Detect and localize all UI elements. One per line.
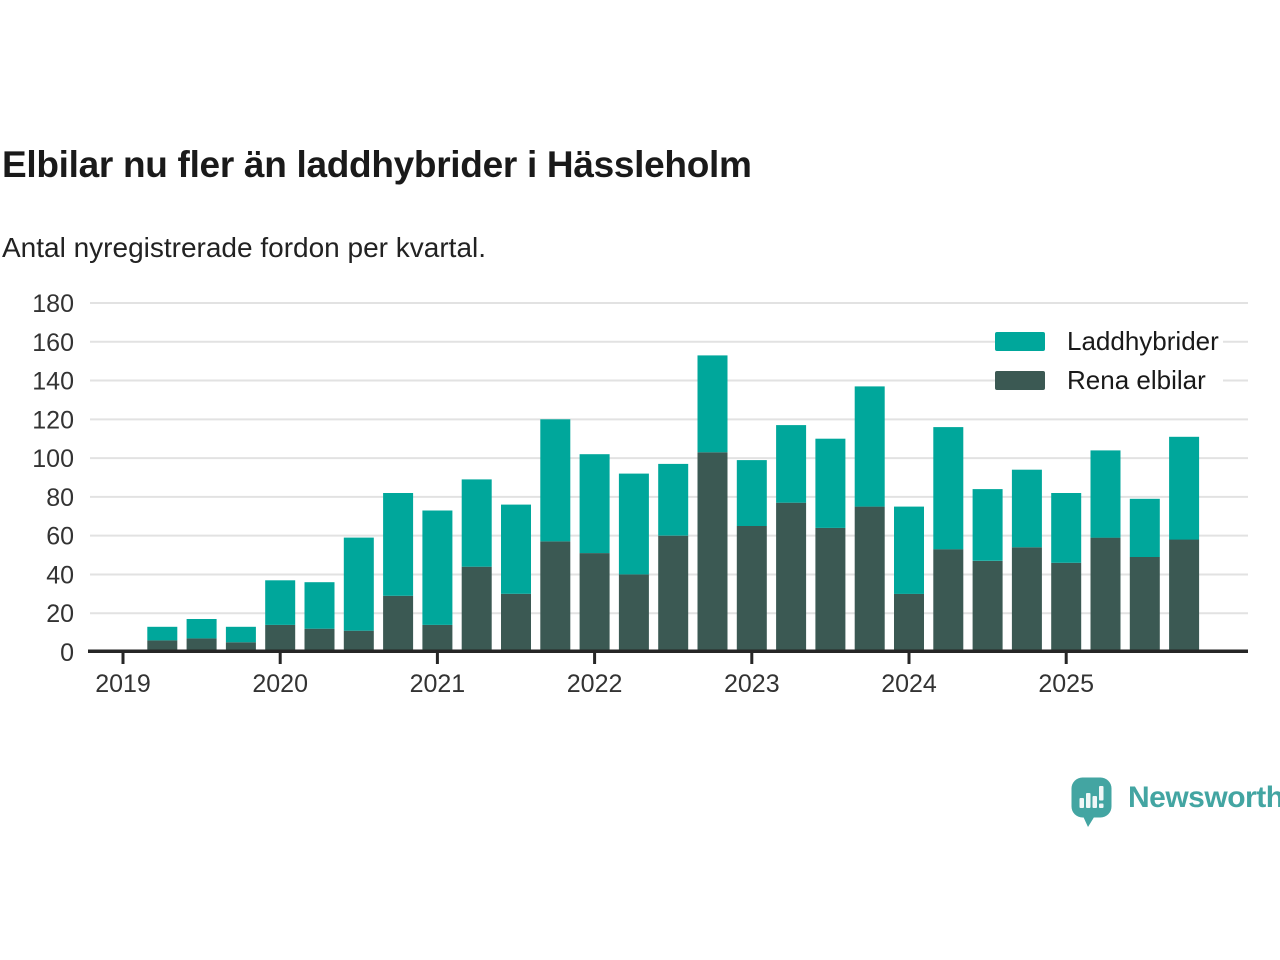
bar-segment-rena-elbilar (579, 553, 610, 652)
page-title: Elbilar nu fler än laddhybrider i Hässle… (2, 144, 752, 185)
bar-segment-rena-elbilar (540, 541, 571, 652)
bar-segment-laddhybrider (225, 626, 256, 643)
bar-segment-laddhybrider (1169, 436, 1200, 540)
chart-legend: Laddhybrider Rena elbilar (995, 326, 1223, 395)
bar-segment-laddhybrider (422, 510, 453, 625)
bar-segment-rena-elbilar (1011, 547, 1042, 652)
bar-segment-rena-elbilar (383, 595, 414, 652)
bar-segment-rena-elbilar (1051, 562, 1082, 652)
x-tick (121, 653, 125, 664)
bar-segment-laddhybrider (1051, 493, 1082, 563)
y-tick-label: 140 (32, 368, 74, 396)
x-tick-label: 2023 (724, 670, 780, 698)
bar-segment-laddhybrider (972, 489, 1003, 561)
bars (147, 355, 1200, 652)
x-tick (750, 653, 754, 664)
bar-segment-laddhybrider (618, 473, 649, 575)
x-tick (1064, 653, 1068, 664)
y-tick-label: 20 (46, 600, 74, 628)
x-tick (435, 653, 439, 664)
bar-segment-laddhybrider (854, 386, 885, 507)
bar-segment-laddhybrider (304, 582, 335, 629)
bar-segment-rena-elbilar (894, 593, 924, 652)
bar-segment-rena-elbilar (304, 628, 335, 652)
y-tick-label: 100 (32, 445, 74, 473)
bar-segment-rena-elbilar (461, 566, 492, 652)
bar-segment-laddhybrider (501, 504, 531, 594)
bar-segment-rena-elbilar (815, 527, 846, 652)
bar-segment-laddhybrider (540, 419, 571, 542)
bar-segment-laddhybrider (579, 454, 610, 554)
bar-segment-laddhybrider (1090, 450, 1121, 538)
bar-segment-laddhybrider (186, 619, 217, 639)
bar-segment-laddhybrider (1129, 498, 1160, 557)
y-tick-label: 80 (46, 484, 74, 512)
newsworthy-logo-icon (1071, 777, 1112, 827)
y-tick-label: 180 (32, 290, 74, 318)
bar-segment-rena-elbilar (933, 549, 964, 652)
legend-label-laddhybrider: Laddhybrider (1067, 326, 1219, 356)
x-tick (278, 653, 282, 664)
bar-segment-rena-elbilar (343, 630, 374, 652)
x-tick-label: 2022 (567, 670, 623, 698)
bar-segment-laddhybrider (697, 355, 728, 453)
bar-segment-rena-elbilar (658, 535, 689, 652)
x-tick-label: 2021 (410, 670, 466, 698)
bar-segment-laddhybrider (461, 479, 492, 567)
bar-segment-laddhybrider (736, 460, 767, 526)
x-tick-label: 2024 (881, 670, 937, 698)
bar-segment-rena-elbilar (225, 642, 256, 652)
bar-segment-laddhybrider (383, 493, 414, 596)
x-axis: 2019 2020 2021 2022 2023 2024 2025 (95, 653, 1094, 698)
legend-label-rena-elbilar: Rena elbilar (1067, 365, 1206, 395)
legend-swatch-rena-elbilar (995, 371, 1045, 390)
bar-segment-rena-elbilar (1090, 537, 1121, 652)
y-tick-label: 120 (32, 406, 74, 434)
bar-segment-laddhybrider (265, 580, 296, 625)
bar-segment-rena-elbilar (854, 506, 885, 652)
x-tick (907, 653, 911, 664)
page-subtitle: Antal nyregistrerade fordon per kvartal. (2, 232, 487, 263)
y-tick-label: 0 (60, 639, 74, 667)
x-tick (593, 653, 597, 664)
brand-name: Newsworthy (1128, 781, 1280, 814)
legend-swatch-laddhybrider (995, 332, 1045, 351)
bar-segment-rena-elbilar (147, 640, 178, 652)
bar-segment-laddhybrider (933, 427, 964, 550)
x-axis-line (88, 649, 1248, 653)
y-tick-label: 160 (32, 329, 74, 357)
bar-segment-laddhybrider (776, 425, 807, 503)
footer-brand: Newsworthy (1071, 777, 1280, 829)
bar-segment-rena-elbilar (618, 574, 649, 652)
bar-segment-rena-elbilar (697, 452, 728, 652)
x-tick-label: 2019 (95, 670, 151, 698)
y-tick-label: 60 (46, 523, 74, 551)
bar-segment-rena-elbilar (972, 560, 1003, 652)
bar-segment-laddhybrider (658, 463, 689, 536)
bar-segment-laddhybrider (343, 537, 374, 631)
bar-segment-rena-elbilar (265, 624, 296, 652)
legend-item-rena-elbilar: Rena elbilar (995, 365, 1219, 395)
bar-segment-laddhybrider (1011, 469, 1042, 548)
legend-item-laddhybrider: Laddhybrider (995, 326, 1219, 356)
y-axis-labels: 0 20 40 60 80 100 120 140 160 180 (32, 290, 74, 667)
bar-segment-rena-elbilar (1129, 557, 1160, 652)
bar-segment-laddhybrider (894, 506, 924, 594)
bar-segment-rena-elbilar (422, 624, 453, 652)
x-tick-label: 2025 (1038, 670, 1094, 698)
y-tick-label: 40 (46, 561, 74, 589)
logo-mini-bars (1079, 786, 1104, 808)
bar-segment-rena-elbilar (1169, 539, 1200, 652)
bar-segment-laddhybrider (815, 438, 846, 528)
bar-segment-rena-elbilar (186, 638, 217, 652)
x-tick-label: 2020 (252, 670, 308, 698)
bar-segment-rena-elbilar (736, 526, 767, 652)
bar-segment-laddhybrider (147, 626, 178, 641)
bar-segment-rena-elbilar (501, 593, 531, 652)
bar-segment-rena-elbilar (776, 502, 807, 652)
